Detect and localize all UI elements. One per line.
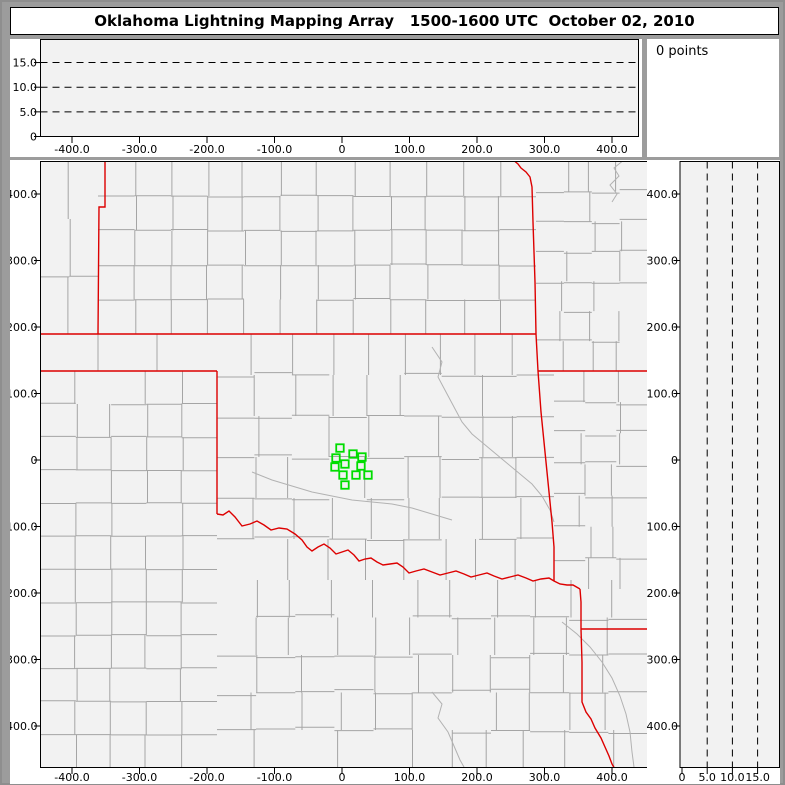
svg-text:0: 0 — [339, 771, 346, 784]
svg-text:-100.0: -100.0 — [257, 143, 292, 156]
svg-text:-400.0: -400.0 — [647, 720, 678, 733]
svg-text:-100.0: -100.0 — [647, 521, 678, 534]
svg-text:400.0: 400.0 — [596, 771, 628, 784]
lma-station-marker — [335, 443, 345, 453]
svg-text:0: 0 — [671, 454, 678, 467]
svg-text:10.0: 10.0 — [13, 81, 38, 94]
svg-text:-400.0: -400.0 — [10, 720, 38, 733]
svg-text:200.0: 200.0 — [647, 321, 678, 334]
svg-text:-300.0: -300.0 — [122, 771, 157, 784]
lma-station-marker — [357, 452, 367, 462]
points-count-label: 0 points — [656, 44, 709, 59]
svg-text:400.0: 400.0 — [596, 143, 628, 156]
lma-station-marker — [348, 449, 358, 459]
svg-text:0: 0 — [679, 771, 686, 784]
svg-text:0: 0 — [30, 131, 37, 144]
svg-text:-300.0: -300.0 — [122, 143, 157, 156]
svg-text:300.0: 300.0 — [529, 143, 561, 156]
svg-text:100.0: 100.0 — [394, 771, 426, 784]
panel-ns-altitude: 0 5.0 10.015.0 400.0 300.0 200.0 100.0 0 -100.0 -… — [647, 160, 780, 784]
lma-station-marker — [351, 470, 361, 480]
svg-text:200.0: 200.0 — [461, 143, 493, 156]
lma-station-marker — [363, 470, 373, 480]
svg-text:-300.0: -300.0 — [647, 654, 678, 667]
lma-station-marker — [330, 462, 340, 472]
ns-altitude-plot[interactable]: 0 5.0 10.015.0 400.0 300.0 200.0 100.0 0 -100.0 -… — [647, 160, 780, 784]
svg-text:100.0: 100.0 — [647, 388, 678, 401]
svg-text:-200.0: -200.0 — [189, 771, 224, 784]
svg-text:-200.0: -200.0 — [647, 587, 678, 600]
svg-text:100.0: 100.0 — [394, 143, 426, 156]
svg-text:-200.0: -200.0 — [189, 143, 224, 156]
svg-text:200.0: 200.0 — [461, 771, 493, 784]
svg-text:-200.0: -200.0 — [10, 587, 38, 600]
svg-text:100.0: 100.0 — [10, 388, 38, 401]
svg-text:400.0: 400.0 — [10, 188, 38, 201]
lma-station-marker — [340, 459, 350, 469]
svg-text:-300.0: -300.0 — [10, 654, 38, 667]
lma-station-marker — [338, 470, 348, 480]
svg-text:5.0: 5.0 — [698, 771, 716, 784]
svg-text:0: 0 — [31, 454, 38, 467]
svg-text:-100.0: -100.0 — [257, 771, 292, 784]
title-bar: Oklahoma Lightning Mapping Array 1500-16… — [10, 7, 779, 35]
plan-view-map-plot[interactable]: -400.0 -300.0 -200.0 -100.0 0 100.0 200.0 300.0… — [10, 160, 650, 784]
panel-plan-view: -400.0 -300.0 -200.0 -100.0 0 100.0 200.0 300.0… — [10, 160, 650, 784]
lma-station-marker — [331, 453, 341, 463]
svg-text:200.0: 200.0 — [10, 321, 38, 334]
lma-station-marker — [356, 461, 366, 471]
svg-text:300.0: 300.0 — [529, 771, 561, 784]
window-title: Oklahoma Lightning Mapping Array 1500-16… — [94, 12, 695, 30]
svg-text:10.0: 10.0 — [720, 771, 745, 784]
svg-text:15.0: 15.0 — [13, 57, 38, 70]
svg-text:-400.0: -400.0 — [54, 771, 89, 784]
svg-text:0: 0 — [339, 143, 346, 156]
svg-text:300.0: 300.0 — [10, 255, 38, 268]
ew-altitude-plot[interactable]: -400.0 -300.0 -200.0 -100.0 0 100.0 200.0 300.0… — [10, 39, 642, 157]
lma-station-marker — [340, 480, 350, 490]
svg-text:5.0: 5.0 — [20, 106, 38, 119]
panel-status: 0 points — [647, 39, 779, 157]
svg-text:300.0: 300.0 — [647, 255, 678, 268]
svg-text:15.0: 15.0 — [745, 771, 770, 784]
svg-text:400.0: 400.0 — [647, 188, 678, 201]
svg-text:-100.0: -100.0 — [10, 521, 38, 534]
panel-ew-altitude: -400.0 -300.0 -200.0 -100.0 0 100.0 200.0 300.0… — [10, 39, 642, 157]
svg-text:-400.0: -400.0 — [54, 143, 89, 156]
